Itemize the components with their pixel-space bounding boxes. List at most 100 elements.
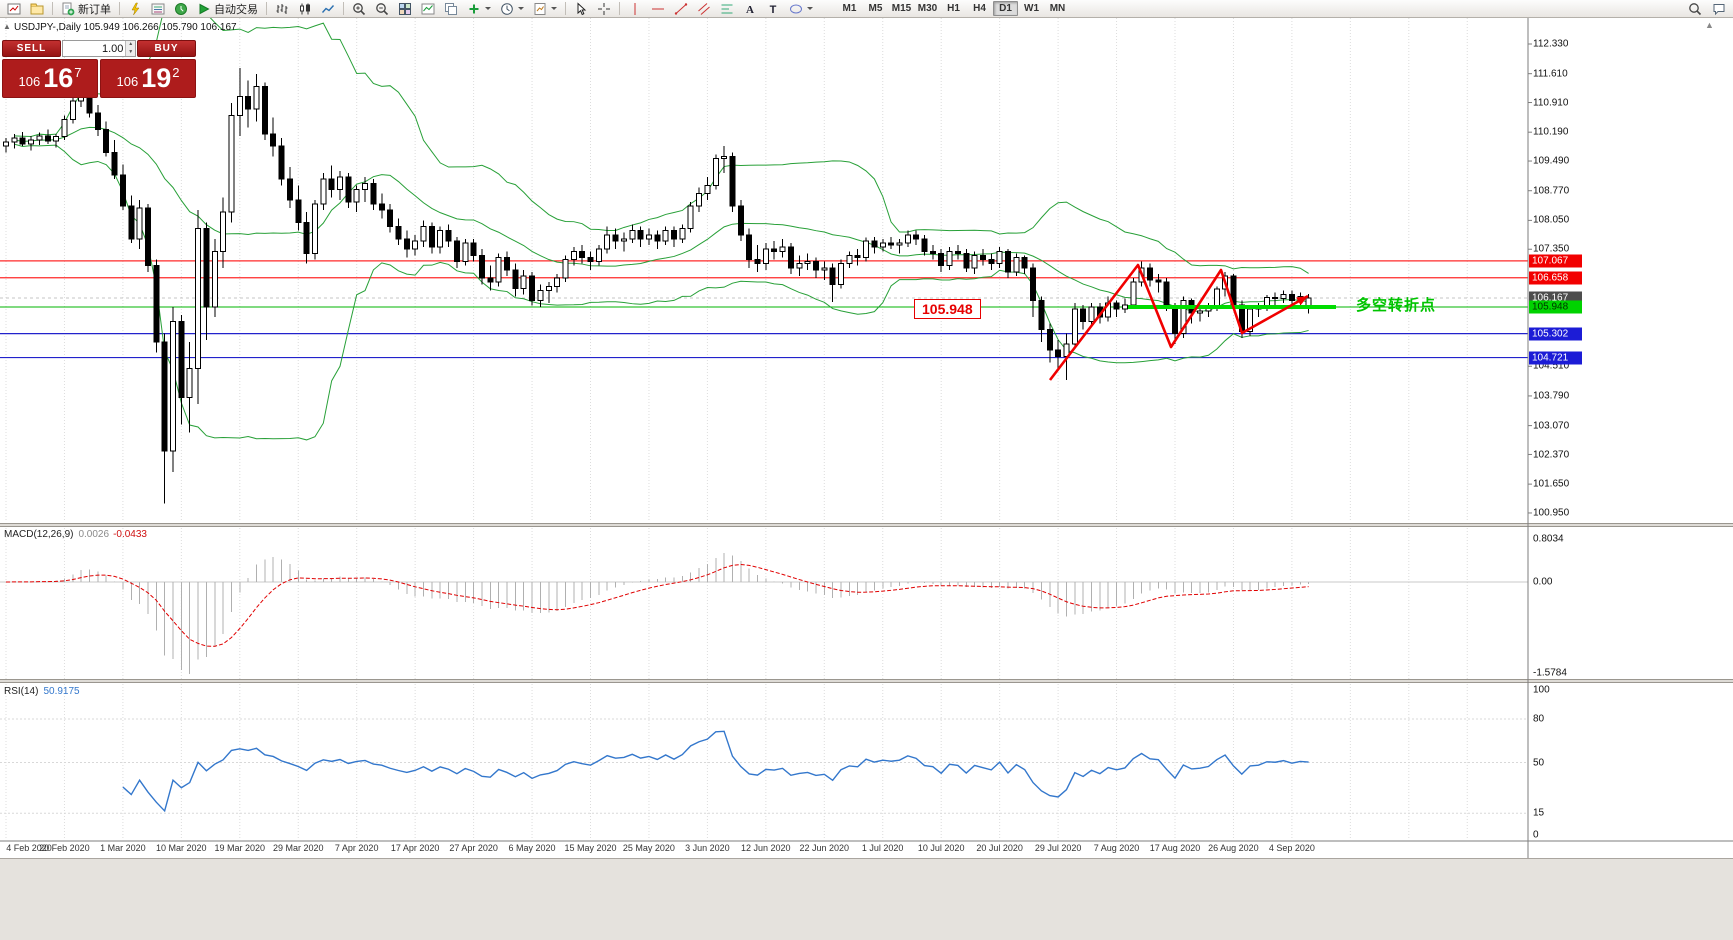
ask-point: 2 [172,64,180,80]
price-tag: 104.721 [1529,351,1582,365]
search-button[interactable] [1684,1,1706,17]
rsi-axis-label: 0 [1533,829,1539,841]
rsi-indicator-header: RSI(14) 50.9175 [4,686,80,697]
volume-field: ▲ ▼ [62,40,136,57]
price-tick-label: 100.950 [1533,507,1570,519]
text-tool-button[interactable]: A [739,1,761,17]
fibonacci-tool-button[interactable] [716,1,738,17]
price-tick-label: 111.610 [1533,68,1568,80]
date-tick-label: 4 Sep 2020 [1268,843,1315,853]
toolbar-separator [119,2,120,15]
periods-icon [501,2,513,15]
vertical-line-tool-button[interactable] [624,1,646,17]
tile-windows-button[interactable] [394,1,416,17]
candlestick-mode-button[interactable] [294,1,316,17]
price-tick-label: 108.770 [1533,185,1570,197]
macd-axis-label: 0.00 [1533,576,1553,588]
rsi-name: RSI(14) [4,686,39,697]
label-tool-button[interactable]: T [762,1,784,17]
market-watch-button[interactable] [170,1,192,17]
profiles-icon [30,3,44,14]
macd-axis-label: 0.8034 [1533,533,1564,545]
new-chart-button[interactable] [3,1,25,17]
label-icon: T [770,4,777,16]
periods-button[interactable] [496,1,528,17]
volume-decrease-button[interactable]: ▼ [126,48,135,56]
indicator-window-button[interactable] [417,1,439,17]
templates-button[interactable] [529,1,561,17]
svg-text:A: A [746,4,754,16]
price-tick-label: 101.650 [1533,478,1570,490]
timeframe-m5-button[interactable]: M5 [868,3,883,14]
volume-increase-button[interactable]: ▲ [126,41,135,49]
chart-scroll-up-icon[interactable]: ▲ [1705,20,1714,30]
price-level-annotation: 105.948 [914,299,981,319]
date-tick-label: 7 Aug 2020 [1093,843,1140,853]
bid-point: 7 [74,64,82,80]
bar-chart-mode-button[interactable] [271,1,293,17]
add-indicator-button[interactable] [463,1,495,17]
fibonacci-icon [721,4,733,13]
timeframe-h4-button[interactable]: H4 [973,3,986,14]
one-click-collapse-icon[interactable]: ▲ [3,22,11,31]
chart-list-button[interactable] [147,1,169,17]
date-tick-label: 29 Mar 2020 [273,843,324,853]
timeframe-w1-button[interactable]: W1 [1024,3,1039,14]
autotrade-play-icon [199,3,210,14]
date-tick-label: 6 May 2020 [508,843,556,853]
date-tick-label: 12 Jun 2020 [741,843,791,853]
bid-price-display[interactable]: 106 16 7 [2,59,98,98]
community-chat-button[interactable] [1708,1,1730,17]
new-order-button[interactable]: 新订单 [57,1,115,17]
rsi-axis-label: 80 [1533,713,1545,725]
price-tick-label: 110.190 [1533,126,1569,138]
line-chart-mode-button[interactable] [317,1,339,17]
main-toolbar: 新订单 自动交易 A T M1 M5 M15 M30 H1 H4 D1 W1 MN [0,0,1733,18]
timeframe-mn-button[interactable]: MN [1049,3,1066,14]
timeframe-m15-button[interactable]: M15 [891,3,912,14]
chart-canvas[interactable] [0,18,1733,858]
timeframe-d1-button[interactable]: D1 [993,1,1018,16]
date-tick-label: 17 Aug 2020 [1149,843,1201,853]
zoom-out-button[interactable] [371,1,393,17]
svg-text:T: T [770,4,777,16]
cursor-tool-button[interactable] [570,1,592,17]
macd-axis-label: -1.5784 [1533,667,1567,679]
sell-button[interactable]: SELL [2,40,61,57]
zoom-in-button[interactable] [348,1,370,17]
expert-advisors-button[interactable] [124,1,146,17]
timeframe-h1-button[interactable]: H1 [947,3,960,14]
turning-point-label: 多空转折点 [1356,297,1437,314]
date-tick-label: 26 Aug 2020 [1208,843,1259,853]
price-tick-label: 108.050 [1533,214,1570,226]
profiles-button[interactable] [26,1,48,17]
line-chart-icon [321,4,335,13]
crosshair-tool-button[interactable] [593,1,615,17]
crosshair-icon [598,2,610,15]
price-tag: 107.067 [1529,254,1582,268]
timeframe-m1-button[interactable]: M1 [842,3,857,14]
timeframe-m30-button[interactable]: M30 [917,3,938,14]
chart-title: USDJPY-,Daily 105.949 106.266 105.790 10… [14,22,237,33]
date-tick-label: 22 Jun 2020 [799,843,850,853]
zoom-out-icon [376,2,389,15]
ask-price-display[interactable]: 106 19 2 [100,59,196,98]
volume-input[interactable] [63,41,126,56]
macd-indicator-header: MACD(12,26,9) 0.0026 -0.0433 [4,529,147,540]
shapes-tool-button[interactable] [785,1,817,17]
trendline-tool-button[interactable] [670,1,692,17]
date-tick-label: 1 Mar 2020 [100,843,146,853]
channel-tool-button[interactable] [693,1,715,17]
cascade-windows-button[interactable] [440,1,462,17]
date-tick-label: 4 Feb 2020 [6,843,52,853]
date-tick-label: 25 May 2020 [622,843,675,853]
text-icon: A [746,4,754,16]
tile-windows-icon [399,2,411,15]
price-tick-label: 110.910 [1533,97,1569,108]
auto-trading-button[interactable]: 自动交易 [193,1,262,17]
rsi-axis-label: 15 [1533,807,1545,819]
buy-button[interactable]: BUY [137,40,196,57]
date-tick-label: 19 Mar 2020 [214,843,266,853]
toolbar-separator [565,2,566,15]
horizontal-line-tool-button[interactable] [647,1,669,17]
